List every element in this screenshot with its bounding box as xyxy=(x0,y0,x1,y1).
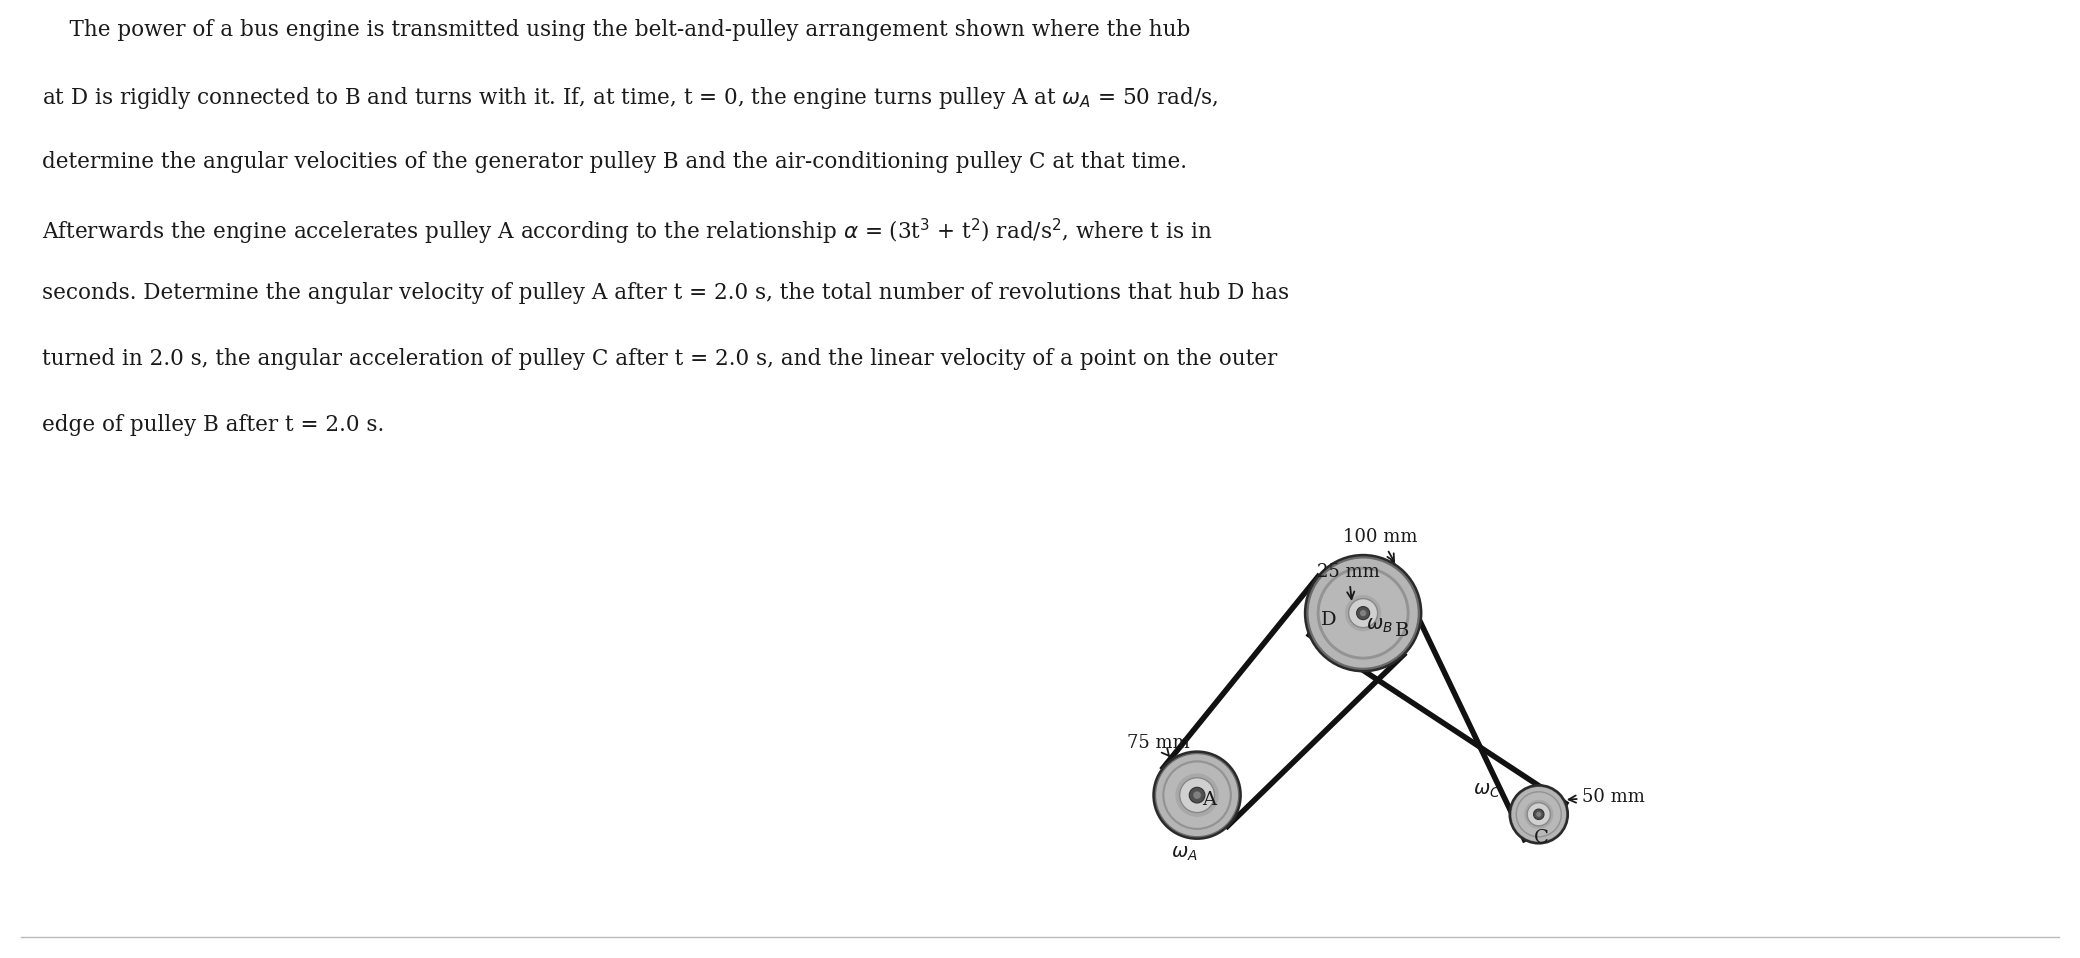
Text: 50 mm: 50 mm xyxy=(1568,787,1645,806)
Circle shape xyxy=(1317,567,1410,659)
Text: $\omega_A$: $\omega_A$ xyxy=(1171,845,1198,863)
Text: turned in 2.0 s, the angular acceleration of pulley C after t = 2.0 s, and the l: turned in 2.0 s, the angular acceleratio… xyxy=(42,348,1277,370)
Text: 75 mm: 75 mm xyxy=(1127,734,1190,757)
Circle shape xyxy=(1360,610,1367,616)
Circle shape xyxy=(1190,787,1204,803)
Circle shape xyxy=(1516,791,1562,837)
Text: 100 mm: 100 mm xyxy=(1344,529,1419,561)
Circle shape xyxy=(1194,791,1200,799)
Text: at D is rigidly connected to B and turns with it. If, at time, t = 0, the engine: at D is rigidly connected to B and turns… xyxy=(42,85,1219,111)
Circle shape xyxy=(1156,754,1238,836)
Circle shape xyxy=(1165,763,1229,828)
Circle shape xyxy=(1510,786,1568,843)
Text: The power of a bus engine is transmitted using the belt-and-pulley arrangement s: The power of a bus engine is transmitted… xyxy=(42,19,1190,41)
Circle shape xyxy=(1348,599,1377,627)
Circle shape xyxy=(1179,778,1215,812)
Circle shape xyxy=(1175,773,1219,817)
Circle shape xyxy=(1346,595,1381,631)
Text: A: A xyxy=(1202,791,1217,810)
Text: D: D xyxy=(1321,611,1337,629)
Text: $\omega_C$: $\omega_C$ xyxy=(1473,782,1500,800)
Circle shape xyxy=(1304,555,1421,672)
Circle shape xyxy=(1163,761,1231,830)
Circle shape xyxy=(1308,559,1419,668)
Circle shape xyxy=(1516,792,1560,836)
Circle shape xyxy=(1527,803,1550,826)
Circle shape xyxy=(1537,811,1541,817)
Text: determine the angular velocities of the generator pulley B and the air-condition: determine the angular velocities of the … xyxy=(42,150,1186,172)
Circle shape xyxy=(1319,570,1406,656)
Text: Afterwards the engine accelerates pulley A according to the relationship $\alpha: Afterwards the engine accelerates pulley… xyxy=(42,217,1213,246)
Circle shape xyxy=(1533,810,1543,819)
Text: $\omega_B$: $\omega_B$ xyxy=(1367,616,1394,634)
Text: 25 mm: 25 mm xyxy=(1317,563,1379,599)
Circle shape xyxy=(1154,752,1240,838)
Text: B: B xyxy=(1396,622,1410,640)
Text: seconds. Determine the angular velocity of pulley A after t = 2.0 s, the total n: seconds. Determine the angular velocity … xyxy=(42,283,1290,305)
Circle shape xyxy=(1512,787,1566,841)
Circle shape xyxy=(1525,800,1554,829)
Text: edge of pulley B after t = 2.0 s.: edge of pulley B after t = 2.0 s. xyxy=(42,414,385,436)
Text: C: C xyxy=(1535,829,1550,847)
Circle shape xyxy=(1356,606,1369,620)
